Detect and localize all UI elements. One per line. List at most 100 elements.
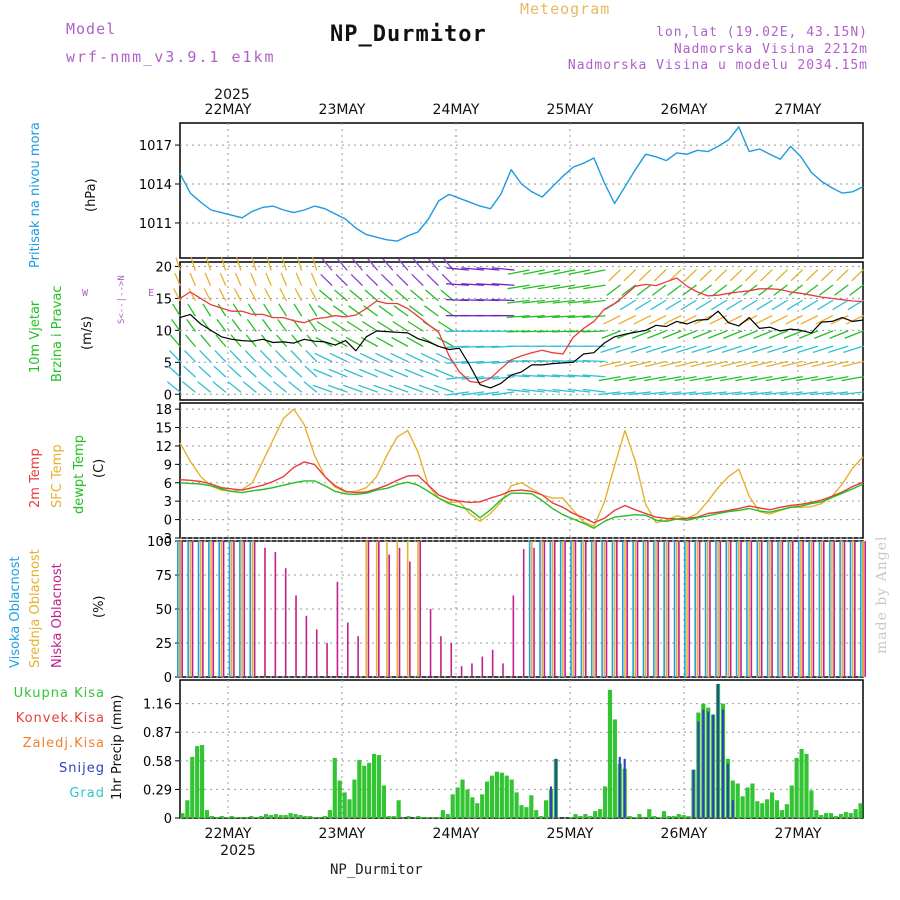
wind-arrow xyxy=(185,334,196,347)
precip-bar xyxy=(642,817,647,818)
wind-arrow xyxy=(212,381,227,393)
wind-arrow xyxy=(367,258,378,271)
precip-bar xyxy=(480,794,485,818)
wind-arrow xyxy=(828,345,849,353)
precip-bar xyxy=(239,817,244,818)
wind-arrow xyxy=(329,352,348,363)
wind-arrow xyxy=(349,289,363,302)
precip-bar xyxy=(583,814,588,818)
precip-bar xyxy=(421,817,426,818)
wind-arrow xyxy=(844,330,864,339)
wind-arrow xyxy=(289,365,303,378)
wind-arrow xyxy=(476,267,500,271)
precip-bar xyxy=(460,779,465,818)
wind-arrow xyxy=(227,381,242,393)
precip-bar xyxy=(573,814,578,818)
precip-bar xyxy=(381,785,387,818)
y-tick-label: 25 xyxy=(155,637,172,652)
wind-arrow xyxy=(294,288,303,302)
wind-arrow xyxy=(567,299,591,304)
wind-arrow xyxy=(537,284,561,290)
wind-arrow xyxy=(217,303,227,317)
precip-bar xyxy=(578,816,583,818)
wind-arrow xyxy=(568,284,591,290)
wind-arrow xyxy=(198,365,212,378)
precip-bar xyxy=(465,789,470,818)
wind-arrow xyxy=(674,376,697,382)
wind-arrow xyxy=(832,299,849,311)
wind-arrow xyxy=(259,365,272,378)
x-tick-label-bottom: 22MAY xyxy=(205,826,252,842)
precip-bar xyxy=(499,772,504,818)
wind-arrow xyxy=(313,368,333,378)
wind-arrow xyxy=(264,288,272,302)
wind-arrow xyxy=(362,321,378,332)
wind-arrow xyxy=(350,274,363,286)
y-tick-label: 6 xyxy=(164,477,172,492)
wind-arrow xyxy=(706,345,728,353)
wind-arrow xyxy=(381,274,394,286)
wind-arrow xyxy=(842,360,864,368)
wind-arrow xyxy=(446,391,470,396)
wind-arrow xyxy=(491,360,515,364)
wind-arrow xyxy=(397,258,409,271)
wind-speed-line xyxy=(179,310,864,389)
wind-arrow xyxy=(522,284,545,290)
wind-arrow xyxy=(712,284,728,296)
wind-arrow xyxy=(439,305,454,317)
wind-arrow xyxy=(273,381,287,393)
wind-arrow xyxy=(751,360,773,368)
precip-bar xyxy=(593,811,598,818)
x-tick-label-top: 26MAY xyxy=(661,102,708,118)
wind-arrow xyxy=(461,391,485,396)
precip-bar xyxy=(273,814,278,818)
wind-arrow xyxy=(419,368,439,378)
wind-arrow xyxy=(393,305,409,317)
precip-bar xyxy=(632,817,637,818)
wind-arrow xyxy=(328,368,348,378)
wind-arrow xyxy=(735,376,758,382)
precip-bar xyxy=(598,809,603,818)
precip-bar xyxy=(219,816,224,818)
precip-bar xyxy=(819,815,824,818)
wind-arrow xyxy=(461,360,485,364)
precip-bar xyxy=(814,810,819,818)
wind-arrow xyxy=(782,345,803,353)
snow-bar xyxy=(623,758,626,818)
wind-arrow xyxy=(182,381,196,393)
wind-arrow xyxy=(659,376,682,382)
x-tick-label-bottom: 27MAY xyxy=(775,826,822,842)
wind-arrow xyxy=(768,330,788,339)
wind-arrow xyxy=(288,381,303,393)
wind-arrow xyxy=(235,272,242,286)
wind-arrow xyxy=(799,330,819,339)
wind-arrow xyxy=(669,269,682,282)
wind-arrow xyxy=(660,360,682,368)
precip-bar xyxy=(853,809,858,818)
wind-arrow xyxy=(246,319,257,332)
wind-arrow xyxy=(291,334,303,347)
wind-arrow xyxy=(461,376,485,380)
precip-bar xyxy=(200,745,205,818)
wind-arrow xyxy=(290,350,303,363)
wind-arrow xyxy=(200,334,212,347)
wind-arrow xyxy=(836,269,849,282)
wind-arrow xyxy=(785,315,803,325)
wind-arrow xyxy=(522,299,545,304)
wind-arrow xyxy=(815,315,834,325)
precip-bar xyxy=(190,756,195,818)
wind-arrow xyxy=(790,269,803,282)
wind-arrow xyxy=(425,289,439,302)
wind-arrow xyxy=(582,374,606,378)
precip-bar xyxy=(489,775,495,818)
precip-bar xyxy=(352,779,357,818)
wind-arrow xyxy=(265,272,272,286)
wind-arrow xyxy=(682,284,697,296)
precip-bar xyxy=(376,754,382,818)
wind-arrow xyxy=(233,288,242,302)
wind-arrow xyxy=(476,376,500,380)
wind-arrow xyxy=(274,365,287,378)
wind-arrow xyxy=(783,330,803,339)
model-elevation: Nadmorska Visina u modelu 2034.15m xyxy=(567,58,868,73)
model-label: Model xyxy=(66,20,117,38)
